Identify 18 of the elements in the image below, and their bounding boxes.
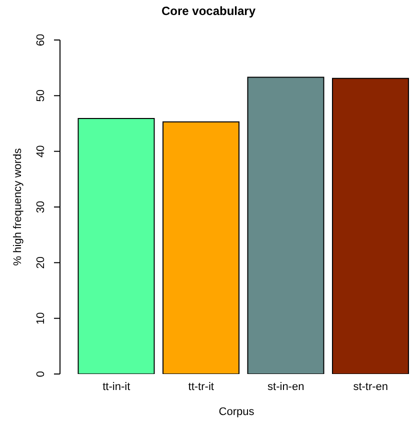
- y-tick-label: 50: [35, 90, 47, 102]
- chart-title: Core vocabulary: [160, 4, 257, 18]
- y-tick-label: 40: [35, 145, 47, 158]
- x-tick-label: st-tr-en: [353, 380, 388, 393]
- bar: [247, 76, 324, 374]
- bar: [78, 118, 155, 374]
- x-axis-title: Corpus: [218, 406, 256, 418]
- x-tick-label: st-in-en: [268, 380, 304, 393]
- y-tick-label: 0: [35, 370, 47, 378]
- y-tick-label: 30: [35, 200, 47, 214]
- y-tick-label: 20: [35, 256, 47, 269]
- x-tick-label: tt-in-it: [102, 380, 130, 393]
- x-tick-label: tt-tr-it: [188, 380, 214, 393]
- y-tick-label: 60: [35, 34, 47, 46]
- y-tick-label: 10: [35, 312, 47, 324]
- bar: [332, 78, 409, 374]
- bar: [162, 121, 240, 374]
- y-axis-title: % high frequency words: [12, 148, 24, 266]
